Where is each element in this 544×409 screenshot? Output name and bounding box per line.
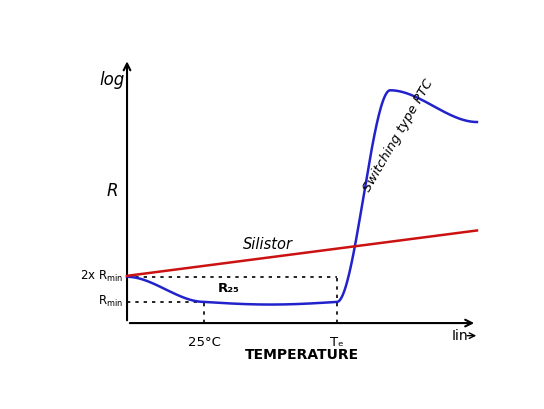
Text: R₂₅: R₂₅ — [218, 282, 240, 295]
Text: Tₑ: Tₑ — [330, 336, 344, 348]
Text: 25°C: 25°C — [188, 336, 220, 348]
Text: TEMPERATURE: TEMPERATURE — [245, 348, 359, 362]
Text: log: log — [100, 71, 125, 89]
Text: Switching type PTC: Switching type PTC — [361, 77, 436, 194]
Text: R$_{\mathregular{min}}$: R$_{\mathregular{min}}$ — [98, 294, 123, 310]
Text: Silistor: Silistor — [243, 237, 293, 252]
Text: Iin: Iin — [452, 329, 468, 343]
Text: R: R — [107, 182, 118, 200]
Text: 2x R$_{\mathregular{min}}$: 2x R$_{\mathregular{min}}$ — [79, 269, 123, 284]
